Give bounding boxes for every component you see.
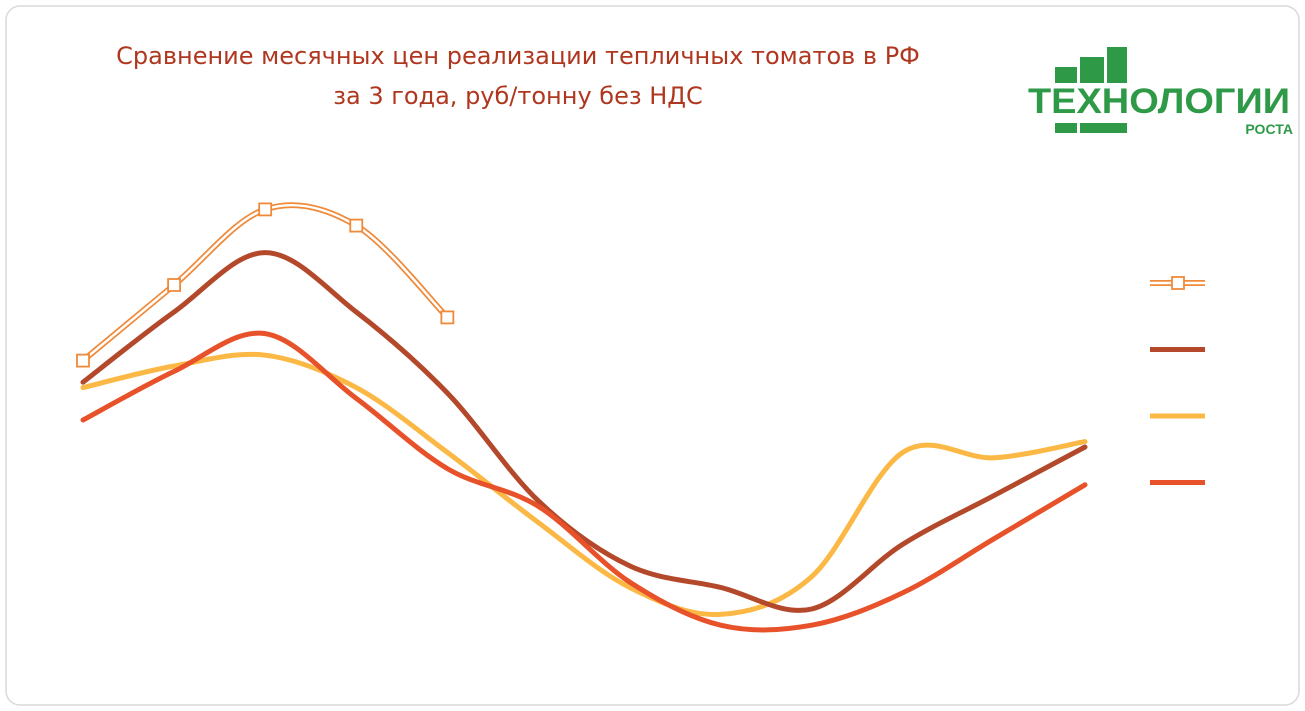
logo-block [1080, 123, 1127, 133]
point-marker [349, 218, 364, 233]
chart-title: Сравнение месячных цен реализации теплич… [116, 42, 920, 70]
logo-block [1080, 57, 1104, 83]
point-marker [76, 353, 90, 368]
logo-block [1055, 67, 1077, 83]
series-line [80, 330, 1088, 633]
logo: ТЕХНОЛОГИИ РОСТА [1028, 47, 1293, 137]
logo-block [1107, 47, 1127, 83]
point-marker [258, 202, 273, 217]
series-line [80, 351, 1088, 617]
point-marker [167, 278, 181, 292]
logo-block [1055, 123, 1077, 133]
point-marker [440, 310, 455, 325]
legend-point-marker [1171, 276, 1185, 290]
card [5, 5, 1300, 706]
logo-name: ТЕХНОЛОГИИ [1028, 82, 1290, 121]
logo-tagline: РОСТА [1245, 121, 1293, 137]
chart-subtitle: за 3 года, руб/тонну без НДС [333, 82, 703, 110]
